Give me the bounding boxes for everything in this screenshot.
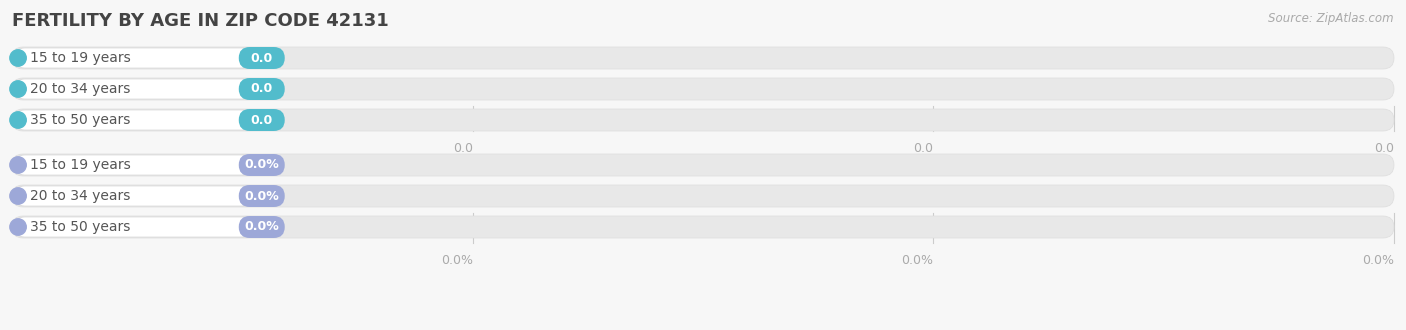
Text: 0.0%: 0.0% xyxy=(245,158,280,172)
Text: 0.0: 0.0 xyxy=(914,142,934,155)
FancyBboxPatch shape xyxy=(13,109,1393,131)
Text: 0.0: 0.0 xyxy=(1374,142,1393,155)
FancyBboxPatch shape xyxy=(14,48,283,68)
Circle shape xyxy=(10,112,27,128)
Text: 0.0%: 0.0% xyxy=(245,189,280,203)
Text: 15 to 19 years: 15 to 19 years xyxy=(31,158,131,172)
Text: 0.0: 0.0 xyxy=(453,142,472,155)
Text: 0.0%: 0.0% xyxy=(440,254,472,267)
Text: 0.0: 0.0 xyxy=(250,114,273,126)
FancyBboxPatch shape xyxy=(14,79,283,99)
Text: 35 to 50 years: 35 to 50 years xyxy=(31,113,131,127)
Text: Source: ZipAtlas.com: Source: ZipAtlas.com xyxy=(1268,12,1393,25)
Text: 15 to 19 years: 15 to 19 years xyxy=(31,51,131,65)
FancyBboxPatch shape xyxy=(239,78,285,100)
FancyBboxPatch shape xyxy=(13,154,1393,176)
FancyBboxPatch shape xyxy=(239,109,285,131)
FancyBboxPatch shape xyxy=(14,217,283,237)
Text: FERTILITY BY AGE IN ZIP CODE 42131: FERTILITY BY AGE IN ZIP CODE 42131 xyxy=(13,12,388,30)
Text: 0.0: 0.0 xyxy=(250,51,273,64)
Text: 0.0%: 0.0% xyxy=(1362,254,1393,267)
FancyBboxPatch shape xyxy=(239,216,285,238)
Circle shape xyxy=(10,188,27,204)
Text: 0.0%: 0.0% xyxy=(901,254,934,267)
Circle shape xyxy=(10,157,27,173)
Text: 20 to 34 years: 20 to 34 years xyxy=(31,82,131,96)
FancyBboxPatch shape xyxy=(13,216,1393,238)
Circle shape xyxy=(10,81,27,97)
FancyBboxPatch shape xyxy=(14,186,283,206)
Text: 20 to 34 years: 20 to 34 years xyxy=(31,189,131,203)
FancyBboxPatch shape xyxy=(239,47,285,69)
FancyBboxPatch shape xyxy=(13,47,1393,69)
FancyBboxPatch shape xyxy=(13,185,1393,207)
FancyBboxPatch shape xyxy=(14,110,283,130)
FancyBboxPatch shape xyxy=(14,155,283,175)
FancyBboxPatch shape xyxy=(13,78,1393,100)
Text: 35 to 50 years: 35 to 50 years xyxy=(31,220,131,234)
FancyBboxPatch shape xyxy=(239,185,285,207)
Text: 0.0%: 0.0% xyxy=(245,220,280,234)
Circle shape xyxy=(10,219,27,235)
Text: 0.0: 0.0 xyxy=(250,82,273,95)
FancyBboxPatch shape xyxy=(239,154,285,176)
Circle shape xyxy=(10,50,27,66)
